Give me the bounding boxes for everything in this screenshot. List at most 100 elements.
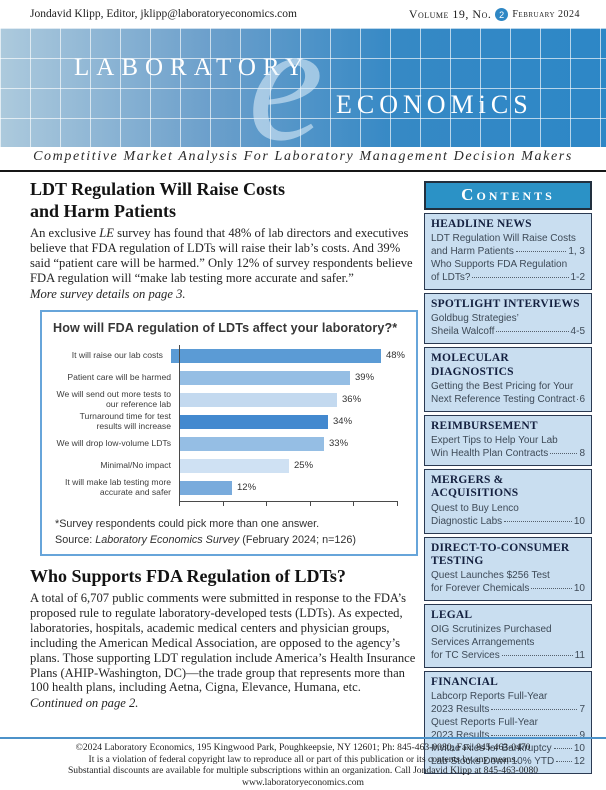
contents-page-number: 10 (573, 743, 585, 755)
contents-item: Invitae Files for Bankruptcy 10 (431, 742, 585, 755)
chart-category-label: Patient care will be harmed (67, 371, 171, 382)
contents-item-line: Goldbug Strategies’ (431, 313, 519, 325)
contents-section-heading: FINANCIAL (431, 676, 498, 689)
contents-item-line: Labcorp Reports Full-Year (431, 691, 548, 703)
chart-category-label: We will send out more tests to our refer… (56, 389, 171, 409)
chart-value-label: 48% (385, 350, 405, 362)
contents-section-heading: LEGAL (431, 608, 473, 621)
chart-bar (179, 458, 289, 473)
article2-title: Who Supports FDA Regulation of LDTs? (30, 565, 346, 586)
contents-item-text: for Forever Chemicals (431, 582, 530, 594)
footer-divider (0, 737, 606, 739)
chart-x-tick (397, 501, 398, 506)
chart-x-axis (179, 500, 398, 510)
chart-bar-row: It will raise our lab costs 48% (53, 345, 405, 367)
contents-section-heading: MERGERS & ACQUISITIONS (431, 474, 519, 500)
contents-item: for TC Services 11 (431, 649, 585, 662)
contents-item-line: Services Arrangements (431, 637, 535, 649)
contents-page-number: 8 (579, 448, 585, 460)
chart-source: Source: Laboratory Economics Survey (Feb… (55, 533, 356, 546)
contents-section: MOLECULAR DIAGNOSTICS Getting the Best Pr… (424, 347, 592, 412)
editor-contact-line: Jondavid Klipp, Editor, jklipp@laborator… (30, 8, 297, 20)
chart-bar (179, 392, 337, 407)
contents-section-heading: HEADLINE NEWS (431, 218, 532, 230)
contents-section: REIMBURSEMENT Expert Tips to Help Your La… (424, 414, 592, 467)
contents-item-line: Quest Reports Full-Year (431, 717, 538, 729)
contents-section-heading: SPOTLIGHT INTERVIEWS (431, 298, 580, 311)
article1-note: More survey details on page 3. (30, 286, 186, 301)
contents-page-number: 9 (579, 730, 585, 742)
contents-page-number: 10 (573, 582, 585, 594)
footer: ©2024 Laboratory Economics, 195 Kingwood… (0, 742, 606, 789)
chart-title: How will FDA regulation of LDTs affect y… (53, 320, 398, 335)
footer-website: www.laboratoryeconomics.com (242, 777, 364, 789)
chart-y-axis-line (179, 344, 180, 504)
chart-value-label: 34% (333, 416, 353, 428)
contents-page-number: 6 (579, 393, 585, 405)
contents-item-text: Invitae Files for Bankruptcy (431, 743, 552, 755)
chart-bar-row: We will send out more tests to our refer… (53, 389, 405, 411)
contents-item-text: 2023 Results (431, 730, 490, 742)
chart-bar-row: Patient care will be harmed 39% (53, 367, 405, 389)
chart-category-label: Turnaround time for test results will in… (79, 411, 171, 431)
tagline: Competitive Market Analysis For Laborato… (33, 149, 573, 164)
chart-bar-area: 33% (179, 436, 405, 451)
article2-note: Continued on page 2. (30, 696, 139, 711)
contents-item: 2023 Results 7 (431, 703, 585, 716)
chart-bar-area: 48% (170, 348, 405, 363)
contents-item: Lab Stocks Down 10% YTD 12 (431, 755, 585, 768)
dot-leader (504, 520, 572, 522)
chart-bar-area: 34% (179, 414, 405, 429)
article1-title: LDT Regulation Will Raise Costs and Harm … (30, 179, 286, 221)
dot-leader (491, 709, 578, 711)
article1-body: An exclusive LE survey has found that 48… (30, 226, 413, 285)
dot-leader (472, 277, 569, 279)
contents-item-line: Getting the Best Pricing for Your (431, 380, 574, 392)
chart-bar (179, 370, 350, 385)
contents-page-number: 4-5 (570, 326, 585, 338)
logo-word-economics: ECONOMiCS (336, 90, 533, 119)
contents-item-text: Sheila Walcoff (431, 326, 495, 338)
contents-page-number: 7 (579, 704, 585, 716)
logo-banner: LABORATORY e ECONOMiCS (0, 28, 606, 147)
contents-section-heading: DIRECT-TO-CONSUMER TESTING (431, 541, 570, 567)
contents-sidebar: Contents HEADLINE NEWS LDT Regulation Wil… (424, 181, 592, 775)
contents-item: Sheila Walcoff 4-5 (431, 325, 585, 338)
contents-section: MERGERS & ACQUISITIONS Quest to Buy Lenco… (424, 469, 592, 534)
contents-item-line: Expert Tips to Help Your Lab (431, 435, 558, 447)
chart-category-label: Minimal/No impact (100, 459, 171, 470)
contents-item-text: and Harm Patients (431, 246, 514, 258)
dot-leader (550, 453, 578, 455)
main-column: LDT Regulation Will Raise Costs and Harm … (30, 179, 418, 711)
contents-item-line: Quest Launches $256 Test (431, 569, 550, 581)
chart-value-label: 33% (329, 438, 349, 450)
contents-section-heading: REIMBURSEMENT (431, 419, 538, 432)
footer-legal: It is a violation of federal copyright l… (88, 753, 518, 765)
contents-sections: HEADLINE NEWS LDT Regulation Will Raise C… (424, 213, 592, 775)
chart-value-label: 12% (237, 482, 257, 494)
contents-page-number: 11 (574, 650, 585, 662)
contents-section: HEADLINE NEWS LDT Regulation Will Raise C… (424, 213, 592, 291)
chart-bar-area: 25% (179, 458, 405, 473)
contents-item-line: Quest to Buy Lenco (431, 502, 519, 514)
chart-bar (179, 480, 232, 495)
chart-bar-row: Turnaround time for test results will in… (53, 411, 405, 433)
contents-section: SPOTLIGHT INTERVIEWS Goldbug Strategies’ S… (424, 293, 592, 345)
contents-item: of LDTs? 1-2 (431, 271, 585, 284)
chart-value-label: 39% (355, 372, 375, 384)
contents-item-text: for TC Services (431, 650, 500, 662)
contents-section-heading: MOLECULAR DIAGNOSTICS (431, 352, 514, 378)
logo-script-e-icon: e (248, 28, 324, 147)
contents-page-number: 12 (573, 756, 585, 768)
chart-x-tick (179, 501, 180, 506)
chart-category-label: It will raise our lab costs (71, 349, 163, 360)
masthead-divider (0, 170, 606, 172)
contents-item-text: Win Health Plan Contracts (431, 448, 549, 460)
dot-leader (515, 251, 567, 253)
contents-item: 2023 Results 9 (431, 729, 585, 742)
contents-page-number: 1-2 (570, 272, 585, 284)
chart-category-label: We will drop low-volume LDTs (56, 437, 171, 448)
chart-bar (179, 414, 328, 429)
chart-category-label: It will make lab testing more accurate a… (64, 477, 171, 497)
